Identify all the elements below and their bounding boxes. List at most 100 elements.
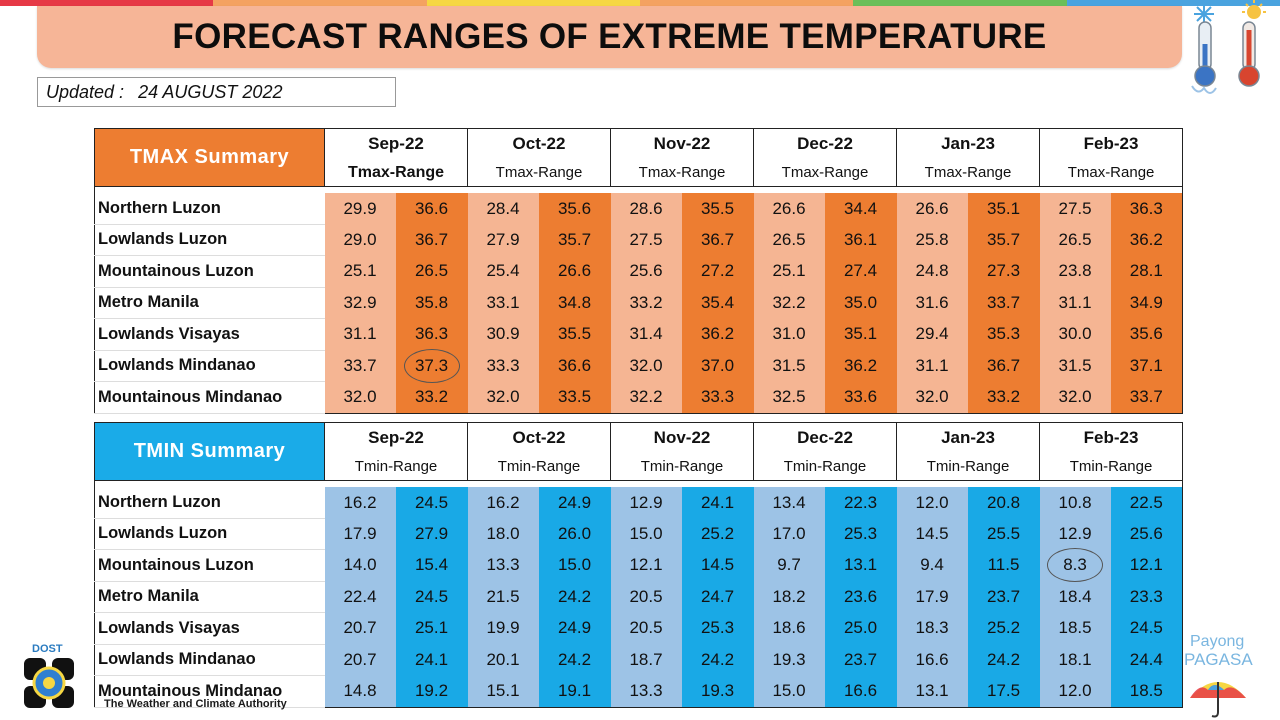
range-low-cell: 16.6 bbox=[896, 644, 968, 676]
range-high-cell: 25.3 bbox=[824, 518, 897, 550]
range-low-cell: 32.0 bbox=[467, 381, 539, 413]
range-low-cell: 23.8 bbox=[1039, 255, 1111, 287]
table-row: Mountainous Luzon 14.0 15.4 13.3 15.0 12.1 14.… bbox=[94, 548, 1183, 583]
range-high-cell: 27.4 bbox=[824, 255, 897, 287]
snowflake-icon bbox=[1194, 4, 1214, 24]
range-low-cell: 20.7 bbox=[324, 644, 396, 676]
range-low-cell: 18.6 bbox=[753, 612, 825, 644]
range-high-cell: 24.4 bbox=[1110, 644, 1183, 676]
month-header: Sep-22 bbox=[324, 128, 468, 159]
range-high-cell: 24.1 bbox=[395, 644, 468, 676]
range-low-cell: 18.5 bbox=[1039, 612, 1111, 644]
range-high-cell: 15.0 bbox=[538, 549, 611, 581]
range-high-cell: 24.5 bbox=[395, 487, 468, 518]
range-low-cell: 33.3 bbox=[467, 350, 539, 382]
range-header: Tmax-Range bbox=[610, 159, 755, 187]
range-header: Tmin-Range bbox=[1039, 453, 1184, 481]
region-name: Metro Manila bbox=[94, 287, 325, 319]
range-header: Tmax-Range bbox=[324, 159, 468, 187]
range-low-cell: 12.0 bbox=[1039, 675, 1111, 707]
range-high-cell: 27.2 bbox=[681, 255, 754, 287]
range-high-cell: 22.5 bbox=[1110, 487, 1183, 518]
range-low-cell: 31.0 bbox=[753, 318, 825, 350]
range-high-cell: 36.3 bbox=[395, 318, 468, 350]
range-low-cell: 33.1 bbox=[467, 287, 539, 319]
range-high-cell: 25.2 bbox=[681, 518, 754, 550]
table-row: Lowlands Visayas 20.7 25.1 19.9 24.9 20.5 25.3… bbox=[94, 612, 1183, 645]
month-header: Jan-23 bbox=[896, 128, 1041, 159]
range-high-cell: 35.5 bbox=[681, 193, 754, 224]
range-high-cell: 15.4 bbox=[395, 549, 468, 581]
range-low-cell: 33.7 bbox=[324, 350, 396, 382]
range-header: Tmax-Range bbox=[896, 159, 1041, 187]
updated-label: Updated : bbox=[46, 81, 125, 102]
range-low-cell: 27.9 bbox=[467, 224, 539, 256]
region-name: Mountainous Mindanao bbox=[94, 675, 325, 708]
region-name: Metro Manila bbox=[94, 581, 325, 613]
range-low-cell: 28.6 bbox=[610, 193, 682, 224]
range-high-cell: 26.5 bbox=[395, 255, 468, 287]
table-row: Lowlands Luzon 29.0 36.7 27.9 35.7 27.5 36.7 26… bbox=[94, 224, 1183, 256]
range-header: Tmax-Range bbox=[466, 159, 612, 187]
range-high-cell: 33.3 bbox=[681, 381, 754, 413]
range-low-cell: 13.3 bbox=[610, 675, 682, 707]
range-low-cell: 32.0 bbox=[896, 381, 968, 413]
range-low-cell: 18.2 bbox=[753, 581, 825, 613]
range-low-cell: 28.4 bbox=[467, 193, 539, 224]
range-low-cell: 29.4 bbox=[896, 318, 968, 350]
range-high-cell: 33.6 bbox=[824, 381, 897, 413]
range-low-cell: 17.9 bbox=[324, 518, 396, 550]
tmax-month-row: TMAX Summary Sep-22 Oct-22 Nov-22 Dec-22… bbox=[94, 128, 1184, 187]
range-high-cell: 36.1 bbox=[824, 224, 897, 256]
range-header: Tmax-Range bbox=[753, 159, 898, 187]
range-low-cell: 31.5 bbox=[753, 350, 825, 382]
range-high-cell: 23.7 bbox=[824, 644, 897, 676]
range-low-cell: 12.9 bbox=[610, 487, 682, 518]
range-low-cell: 32.0 bbox=[1039, 381, 1111, 413]
range-low-cell: 15.1 bbox=[467, 675, 539, 707]
range-high-cell: 26.0 bbox=[538, 518, 611, 550]
range-high-cell: 24.7 bbox=[681, 581, 754, 613]
range-high-cell: 35.8 bbox=[395, 287, 468, 319]
region-name: Mountainous Luzon bbox=[94, 255, 325, 288]
region-name: Mountainous Luzon bbox=[94, 549, 325, 582]
region-name: Lowlands Luzon bbox=[94, 518, 325, 550]
region-name: Lowlands Visayas bbox=[94, 318, 325, 351]
range-high-cell: 24.5 bbox=[395, 581, 468, 613]
tmax-summary-title: TMAX Summary bbox=[94, 128, 325, 187]
range-low-cell: 32.9 bbox=[324, 287, 396, 319]
range-low-cell: 9.7 bbox=[753, 549, 825, 581]
month-header: Feb-23 bbox=[1039, 422, 1184, 453]
range-high-cell: 24.2 bbox=[538, 644, 611, 676]
table-row: Metro Manila 22.4 24.5 21.5 24.2 20.5 24.7 18.2… bbox=[94, 581, 1183, 613]
highlight-circle bbox=[403, 348, 460, 383]
range-high-cell: 34.4 bbox=[824, 193, 897, 224]
month-header: Dec-22 bbox=[753, 128, 898, 159]
range-header: Tmin-Range bbox=[610, 453, 755, 481]
range-low-cell: 13.1 bbox=[896, 675, 968, 707]
range-high-cell: 27.9 bbox=[395, 518, 468, 550]
range-low-cell: 25.1 bbox=[324, 255, 396, 287]
range-high-cell: 35.6 bbox=[1110, 318, 1183, 350]
range-high-cell: 35.3 bbox=[967, 318, 1040, 350]
range-low-cell: 25.8 bbox=[896, 224, 968, 256]
range-low-cell: 12.1 bbox=[610, 549, 682, 581]
range-low-cell: 12.9 bbox=[1039, 518, 1111, 550]
range-high-cell: 35.0 bbox=[824, 287, 897, 319]
range-low-cell: 18.7 bbox=[610, 644, 682, 676]
range-header: Tmin-Range bbox=[753, 453, 898, 481]
region-name: Lowlands Mindanao bbox=[94, 350, 325, 382]
tmin-summary-table: TMIN Summary Sep-22 Oct-22 Nov-22 Dec-22… bbox=[94, 422, 1184, 708]
table-row: Lowlands Mindanao 33.7 37.3 33.3 36.6 32.0 37.… bbox=[94, 348, 1183, 383]
table-row: Mountainous Mindanao 14.8 19.2 15.1 19.1 13.3… bbox=[94, 675, 1183, 708]
range-high-cell: 24.5 bbox=[1110, 612, 1183, 644]
thermometer-icon bbox=[1191, 0, 1266, 94]
range-low-cell: 13.4 bbox=[753, 487, 825, 518]
page-title: FORECAST RANGES OF EXTREME TEMPERATURE bbox=[172, 17, 1047, 56]
range-low-cell: 30.0 bbox=[1039, 318, 1111, 350]
range-high-cell: 19.2 bbox=[395, 675, 468, 707]
range-high-cell: 24.2 bbox=[967, 644, 1040, 676]
range-high-cell: 28.1 bbox=[1110, 255, 1183, 287]
range-low-cell: 31.1 bbox=[896, 350, 968, 382]
range-low-cell: 14.5 bbox=[896, 518, 968, 550]
